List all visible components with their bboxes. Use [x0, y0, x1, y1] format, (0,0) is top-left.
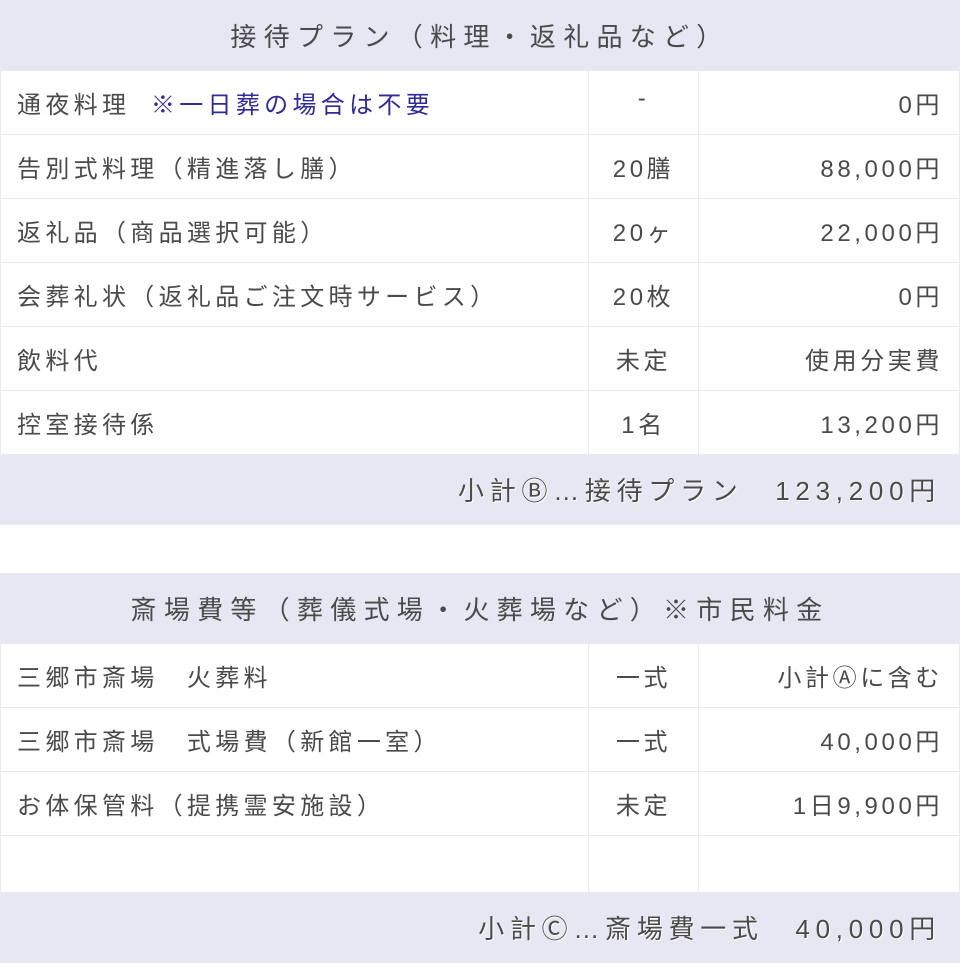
item-qty: 未定	[589, 772, 699, 835]
item-name	[1, 836, 589, 892]
item-price: 使用分実費	[699, 327, 959, 390]
item-qty: 一式	[589, 644, 699, 707]
item-name: 三郷市斎場 式場費（新館一室）	[1, 708, 589, 771]
item-name: 飲料代	[1, 327, 589, 390]
table-row: 飲料代 未定 使用分実費	[1, 326, 959, 390]
item-qty: -	[589, 71, 699, 134]
item-price: 13,200円	[699, 391, 959, 454]
table-row: 三郷市斎場 式場費（新館一室） 一式 40,000円	[1, 707, 959, 771]
item-price: 40,000円	[699, 708, 959, 771]
table-header: 接待プラン（料理・返礼品など）	[1, 1, 959, 70]
item-name: 通夜料理	[17, 92, 130, 119]
item-qty	[589, 836, 699, 892]
item-qty: 1名	[589, 391, 699, 454]
item-name: 控室接待係	[1, 391, 589, 454]
item-name: 会葬礼状（返礼品ご注文時サービス）	[1, 263, 589, 326]
item-price: 88,000円	[699, 135, 959, 198]
table-row	[1, 835, 959, 892]
table-row: 告別式料理（精進落し膳） 20膳 88,000円	[1, 134, 959, 198]
table-row: お体保管料（提携霊安施設） 未定 1日9,900円	[1, 771, 959, 835]
item-note: ※一日葬の場合は不要	[151, 92, 434, 119]
table-row: 控室接待係 1名 13,200円	[1, 390, 959, 454]
venue-fee-table: 斎場費等（葬儀式場・火葬場など）※市民料金 三郷市斎場 火葬料 一式 小計Ⓐに含…	[0, 573, 960, 963]
item-price: 0円	[699, 263, 959, 326]
item-name: 三郷市斎場 火葬料	[1, 644, 589, 707]
item-qty: 20ヶ	[589, 199, 699, 262]
item-name-cell: 通夜料理 ※一日葬の場合は不要	[1, 71, 589, 134]
item-qty: 20膳	[589, 135, 699, 198]
subtotal-row: 小計Ⓑ…接待プラン 123,200円	[1, 454, 959, 524]
reception-plan-table: 接待プラン（料理・返礼品など） 通夜料理 ※一日葬の場合は不要 - 0円 告別式…	[0, 0, 960, 525]
table-row: 通夜料理 ※一日葬の場合は不要 - 0円	[1, 70, 959, 134]
item-price: 1日9,900円	[699, 772, 959, 835]
item-price: 0円	[699, 71, 959, 134]
table-header: 斎場費等（葬儀式場・火葬場など）※市民料金	[1, 574, 959, 643]
item-qty: 20枚	[589, 263, 699, 326]
item-name: お体保管料（提携霊安施設）	[1, 772, 589, 835]
item-name: 告別式料理（精進落し膳）	[1, 135, 589, 198]
table-row: 会葬礼状（返礼品ご注文時サービス） 20枚 0円	[1, 262, 959, 326]
table-row: 三郷市斎場 火葬料 一式 小計Ⓐに含む	[1, 643, 959, 707]
item-qty: 一式	[589, 708, 699, 771]
item-price: 22,000円	[699, 199, 959, 262]
table-row: 返礼品（商品選択可能） 20ヶ 22,000円	[1, 198, 959, 262]
item-price: 小計Ⓐに含む	[699, 644, 959, 707]
subtotal-row: 小計Ⓒ…斎場費一式 40,000円	[1, 892, 959, 962]
item-qty: 未定	[589, 327, 699, 390]
item-name: 返礼品（商品選択可能）	[1, 199, 589, 262]
item-price	[699, 836, 959, 892]
